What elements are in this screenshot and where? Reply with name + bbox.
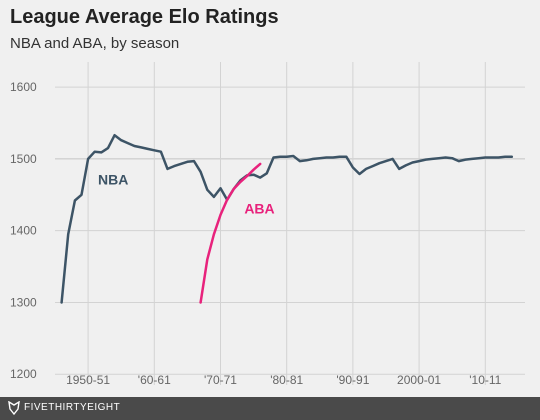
brand-name: FIVETHIRTYEIGHT xyxy=(24,402,121,413)
y-tick-label: 1200 xyxy=(10,367,37,381)
series-label-nba: NBA xyxy=(98,172,128,188)
chart-subtitle: NBA and ABA, by season xyxy=(10,35,180,52)
x-tick-label: '70-71 xyxy=(204,373,237,387)
series-line-aba xyxy=(199,162,262,304)
x-tick-label: '10-11 xyxy=(469,373,501,387)
y-tick-label: 1600 xyxy=(10,80,37,94)
series-line-nba xyxy=(60,133,514,304)
x-tick-label: '90-91 xyxy=(336,373,369,387)
footer-bar: FIVETHIRTYEIGHT xyxy=(0,397,540,420)
x-tick-label: 1950-51 xyxy=(66,373,110,387)
y-tick-label: 1400 xyxy=(10,224,37,238)
x-tick-label: '60-61 xyxy=(138,373,171,387)
fox-icon xyxy=(8,401,20,415)
y-tick-label: 1300 xyxy=(10,295,37,309)
chart-title: League Average Elo Ratings xyxy=(10,6,279,28)
y-tick-label: 1500 xyxy=(10,152,37,166)
x-tick-label: 2000-01 xyxy=(397,373,441,387)
elo-line-chart: 1200 1300 1400 1500 1600 1950-51 '60-61 '70-71 '… xyxy=(10,62,525,387)
x-tick-label: '80-81 xyxy=(270,373,303,387)
series-label-aba: ABA xyxy=(244,200,274,216)
